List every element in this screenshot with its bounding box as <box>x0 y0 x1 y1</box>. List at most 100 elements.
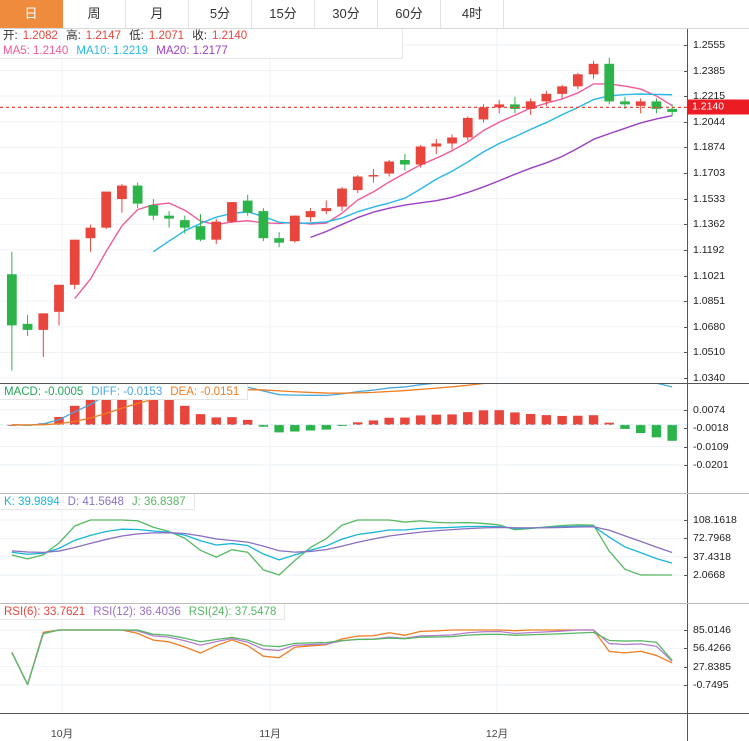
candle[interactable] <box>604 57 615 105</box>
candle[interactable] <box>667 104 678 117</box>
rsi-panel[interactable]: RSI(6): 33.7621 RSI(12): 36.4036 RSI(24): … <box>0 604 749 714</box>
open-label: 开: <box>3 30 18 42</box>
tab-6[interactable]: 30分 <box>315 0 378 28</box>
candle[interactable] <box>148 199 159 221</box>
tick-mark <box>684 70 688 72</box>
candle[interactable] <box>368 169 379 183</box>
candle[interactable] <box>305 208 316 222</box>
kdj-plot[interactable] <box>0 494 687 603</box>
candle[interactable] <box>447 134 457 150</box>
candle[interactable] <box>321 200 332 215</box>
kdj-panel[interactable]: K: 39.9894 D: 41.5648 J: 36.8387 108.1618 7… <box>0 494 749 604</box>
rsi-axis-tick-3: -0.7495 <box>684 679 729 691</box>
tick-mark <box>684 249 688 251</box>
tick-mark <box>684 301 688 303</box>
tab-2[interactable]: 周 <box>63 0 126 28</box>
tick-label: -0.0109 <box>693 440 729 453</box>
candle[interactable] <box>588 60 599 79</box>
macd-legend-item-1: DIFF: -0.0153 <box>91 386 163 398</box>
candle[interactable] <box>195 214 206 242</box>
tick-mark <box>684 45 688 46</box>
tick-mark <box>684 173 688 175</box>
macd-hist-bar <box>604 422 614 425</box>
candle[interactable] <box>274 232 284 248</box>
kdj-j-line <box>11 519 673 576</box>
candle[interactable] <box>54 284 64 326</box>
macd-plot[interactable] <box>0 384 687 493</box>
tick-label: 37.4318 <box>693 550 731 563</box>
candle[interactable] <box>227 202 237 224</box>
candle[interactable] <box>179 215 190 234</box>
rsi-axis-tick-1: 56.4266 <box>684 642 731 654</box>
candle[interactable] <box>132 182 143 209</box>
candle[interactable] <box>69 239 80 290</box>
tick-label: 0.0074 <box>693 404 726 416</box>
kdj-axis-tick-0: 108.1618 <box>684 514 737 526</box>
open-value: 1.2082 <box>22 30 58 42</box>
close-label: 收: <box>192 30 207 42</box>
time-label-2: 12月 <box>485 728 509 740</box>
candle[interactable] <box>400 153 410 171</box>
tab-7[interactable]: 60分 <box>378 0 441 28</box>
macd-hist-bar <box>164 398 174 425</box>
candle[interactable] <box>289 215 300 243</box>
macd-hist-bar <box>463 412 473 425</box>
candle[interactable] <box>557 84 567 99</box>
rsi6-line <box>11 629 673 686</box>
candle[interactable] <box>431 138 442 154</box>
candle[interactable] <box>337 187 347 212</box>
price-axis-tick-8: 1.1192 <box>684 244 724 256</box>
tick-label: 1.2385 <box>693 64 726 77</box>
tick-label: 1.0680 <box>693 320 726 333</box>
macd-hist-bar <box>525 414 536 425</box>
tab-4[interactable]: 5分 <box>189 0 252 28</box>
candle[interactable] <box>164 211 174 228</box>
macd-hist-bar <box>447 414 457 425</box>
price-panel[interactable]: 1.2555 1.2385 1.2215 1.2044 1.1874 1.1703 1.15… <box>0 29 749 384</box>
rsi-plot[interactable] <box>0 604 687 713</box>
macd-panel[interactable]: MACD: -0.0005 DIFF: -0.0153 DEA: -0.0151 0… <box>0 384 749 494</box>
candle[interactable] <box>38 313 49 357</box>
candle[interactable] <box>635 98 646 114</box>
macd-hist-bar <box>321 424 331 430</box>
macd-axis-tick-3: -0.0201 <box>684 459 729 471</box>
candle[interactable] <box>541 90 552 106</box>
tick-label: 2.0668 <box>693 569 726 581</box>
candle[interactable] <box>242 194 253 216</box>
tab-3[interactable]: 月 <box>126 0 189 28</box>
candle[interactable] <box>101 191 112 230</box>
tick-mark <box>684 224 688 226</box>
candle[interactable] <box>415 144 426 168</box>
time-axis-corner <box>687 714 749 741</box>
rsi-axis-tick-2: 27.8385 <box>684 661 731 673</box>
tick-label: 1.1362 <box>693 218 726 231</box>
candle[interactable] <box>462 116 473 141</box>
candle[interactable] <box>510 96 520 114</box>
high-label: 高: <box>66 30 81 42</box>
macd-hist-bar <box>620 424 630 429</box>
candle[interactable] <box>22 314 33 336</box>
candle[interactable] <box>572 72 583 90</box>
price-axis-tick-10: 1.0851 <box>684 295 725 307</box>
candle[interactable] <box>117 184 127 213</box>
candlestick-plot[interactable] <box>0 29 687 383</box>
candle[interactable] <box>6 251 17 371</box>
candle[interactable] <box>85 224 96 252</box>
candle[interactable] <box>384 160 395 177</box>
tab-1[interactable]: 日 <box>0 0 63 28</box>
candle[interactable] <box>211 218 222 245</box>
kdj-svg <box>0 494 687 603</box>
candle[interactable] <box>258 208 269 242</box>
candle[interactable] <box>352 175 363 194</box>
macd-hist-bar <box>227 417 237 425</box>
candle[interactable] <box>525 98 536 115</box>
rsi-legend-item-0: RSI(6): 33.7621 <box>4 606 86 618</box>
candle[interactable] <box>494 99 505 114</box>
tab-8[interactable]: 4时 <box>441 0 504 28</box>
candle[interactable] <box>478 104 489 123</box>
ohlc-line: 开: 1.2082 高: 1.2147 低: 1.2071 收: 1.2140 <box>0 29 402 44</box>
candle[interactable] <box>651 98 662 114</box>
low-label: 低: <box>129 30 144 42</box>
price-axis-tick-6: 1.1533 <box>684 193 725 205</box>
tab-5[interactable]: 15分 <box>252 0 315 28</box>
